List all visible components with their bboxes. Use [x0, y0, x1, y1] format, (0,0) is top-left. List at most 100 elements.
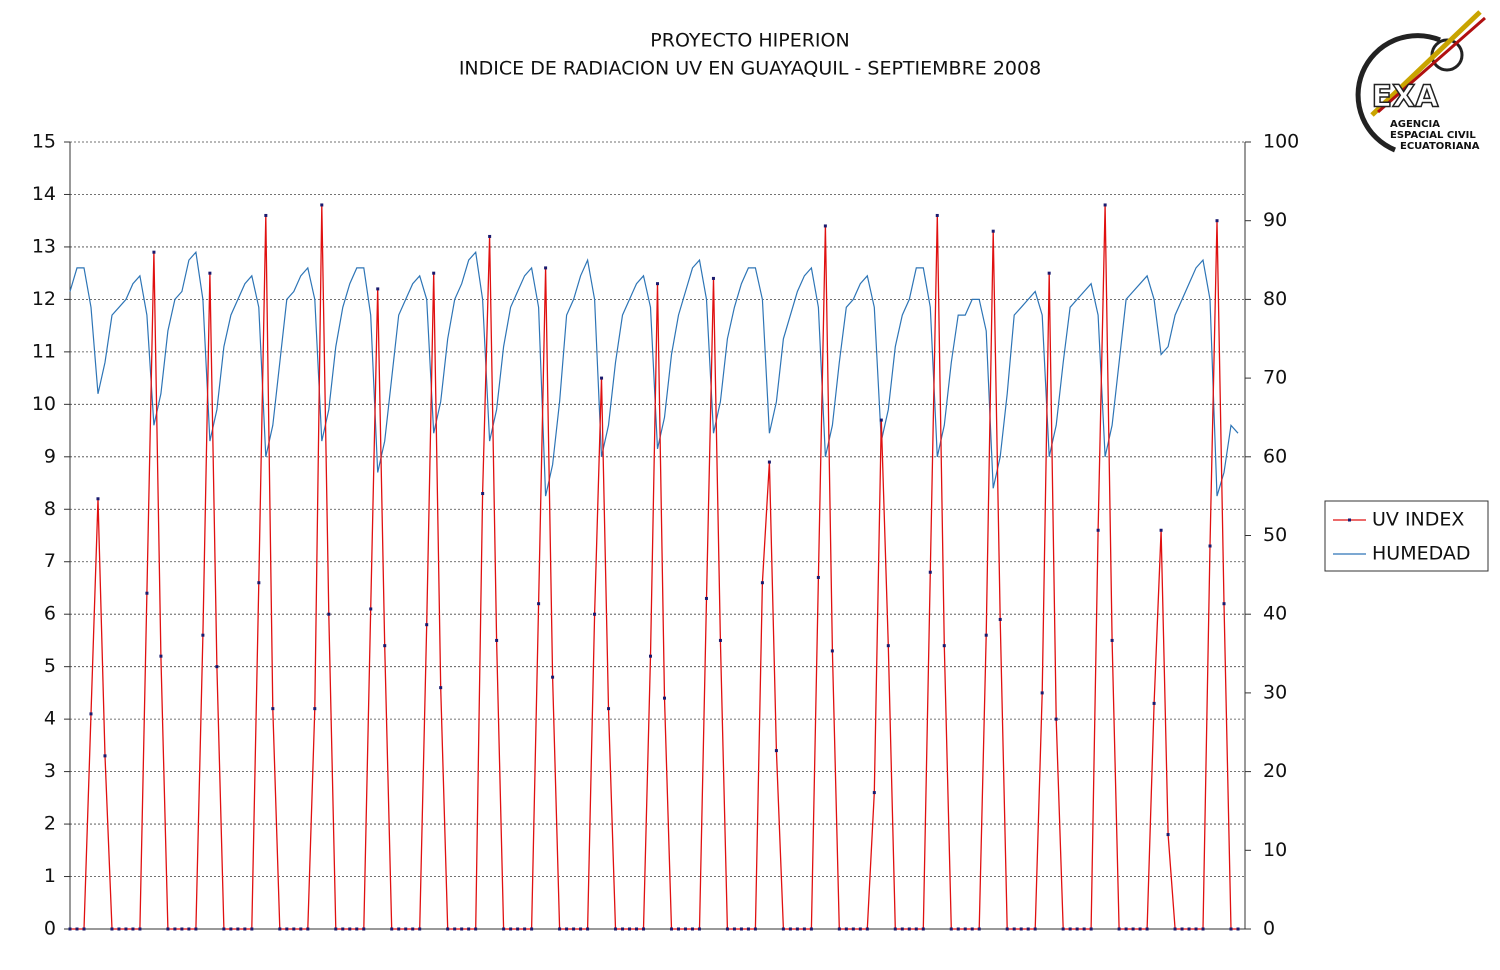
point-marker	[621, 927, 625, 931]
point-marker	[697, 927, 701, 931]
point-marker	[432, 271, 436, 275]
point-marker	[481, 492, 485, 496]
y2-tick-label: 70	[1263, 367, 1287, 389]
legend-label: UV INDEX	[1372, 509, 1464, 531]
point-marker	[467, 927, 471, 931]
point-marker	[1187, 927, 1191, 931]
point-marker	[1096, 528, 1100, 532]
point-marker	[879, 418, 883, 422]
point-marker	[802, 927, 806, 931]
point-marker	[1019, 927, 1023, 931]
point-marker	[264, 213, 268, 217]
y2-tick-label: 100	[1263, 131, 1299, 153]
logo-stripe	[1377, 16, 1486, 114]
point-marker	[970, 927, 974, 931]
point-marker	[963, 927, 967, 931]
point-marker	[145, 591, 149, 595]
point-marker	[984, 633, 988, 637]
y-tick-label: 3	[44, 760, 56, 782]
point-marker	[96, 497, 100, 501]
point-marker	[495, 638, 499, 642]
y-tick-label: 14	[32, 183, 56, 205]
point-marker	[306, 927, 310, 931]
y2-tick-label: 0	[1263, 918, 1275, 940]
point-marker	[586, 927, 590, 931]
point-marker	[928, 570, 932, 574]
point-marker	[886, 644, 890, 648]
point-marker	[1082, 927, 1086, 931]
point-marker	[607, 707, 611, 711]
y-tick-label: 11	[32, 340, 56, 362]
point-marker	[131, 927, 135, 931]
point-marker	[236, 927, 240, 931]
point-marker	[1047, 271, 1051, 275]
point-marker	[1012, 927, 1016, 931]
point-marker	[502, 927, 506, 931]
logo-letters: EXA	[1372, 80, 1440, 115]
point-marker	[1236, 927, 1240, 931]
point-marker	[1040, 691, 1044, 695]
point-marker	[348, 927, 352, 931]
point-marker	[68, 927, 72, 931]
point-marker	[579, 927, 583, 931]
point-marker	[1131, 927, 1135, 931]
point-marker	[355, 927, 359, 931]
point-marker	[600, 376, 604, 380]
point-marker	[530, 927, 534, 931]
y-tick-label: 10	[32, 393, 56, 415]
point-marker	[320, 203, 324, 207]
point-marker	[327, 612, 331, 616]
y2-tick-label: 50	[1263, 524, 1287, 546]
y2-tick-label: 40	[1263, 603, 1287, 625]
point-marker	[1089, 927, 1093, 931]
point-marker	[914, 927, 918, 931]
point-marker	[1208, 544, 1212, 548]
point-marker	[509, 927, 513, 931]
point-marker	[760, 581, 764, 585]
point-marker	[1159, 528, 1163, 532]
point-marker	[711, 276, 715, 280]
point-marker	[781, 927, 785, 931]
point-marker	[446, 927, 450, 931]
point-marker	[397, 927, 401, 931]
legend-box	[1324, 500, 1489, 572]
point-marker	[418, 927, 422, 931]
point-marker	[1005, 927, 1009, 931]
y-tick-label: 15	[32, 131, 56, 153]
point-marker	[117, 927, 121, 931]
y-tick-label: 9	[44, 445, 56, 467]
point-marker	[1166, 833, 1170, 837]
point-marker	[159, 654, 163, 658]
point-marker	[921, 927, 925, 931]
point-marker	[704, 596, 708, 600]
point-marker	[173, 927, 177, 931]
point-marker	[565, 927, 569, 931]
point-marker	[1180, 927, 1184, 931]
chart-subtitle: INDICE DE RADIACION UV EN GUAYAQUIL - SE…	[459, 58, 1041, 80]
point-marker	[474, 927, 478, 931]
point-marker	[208, 271, 212, 275]
y2-tick-label: 10	[1263, 839, 1287, 861]
point-marker	[858, 927, 862, 931]
point-marker	[1110, 638, 1114, 642]
point-marker	[900, 927, 904, 931]
point-marker	[1061, 927, 1065, 931]
point-marker	[893, 927, 897, 931]
y-tick-label: 13	[32, 235, 56, 257]
point-marker	[718, 638, 722, 642]
point-marker	[362, 927, 366, 931]
point-marker	[152, 250, 156, 254]
point-marker	[124, 927, 128, 931]
point-marker	[1222, 602, 1226, 606]
legend-marker	[1348, 518, 1351, 522]
point-marker	[1173, 927, 1177, 931]
point-marker	[1201, 927, 1205, 931]
point-marker	[865, 927, 869, 931]
point-marker	[635, 927, 639, 931]
point-marker	[1068, 927, 1072, 931]
logo: EXA AGENCIA ESPACIAL CIVIL ECUATORIANA	[1355, 10, 1486, 153]
point-marker	[572, 927, 576, 931]
y2-tick-label: 20	[1263, 760, 1287, 782]
point-marker	[285, 927, 289, 931]
